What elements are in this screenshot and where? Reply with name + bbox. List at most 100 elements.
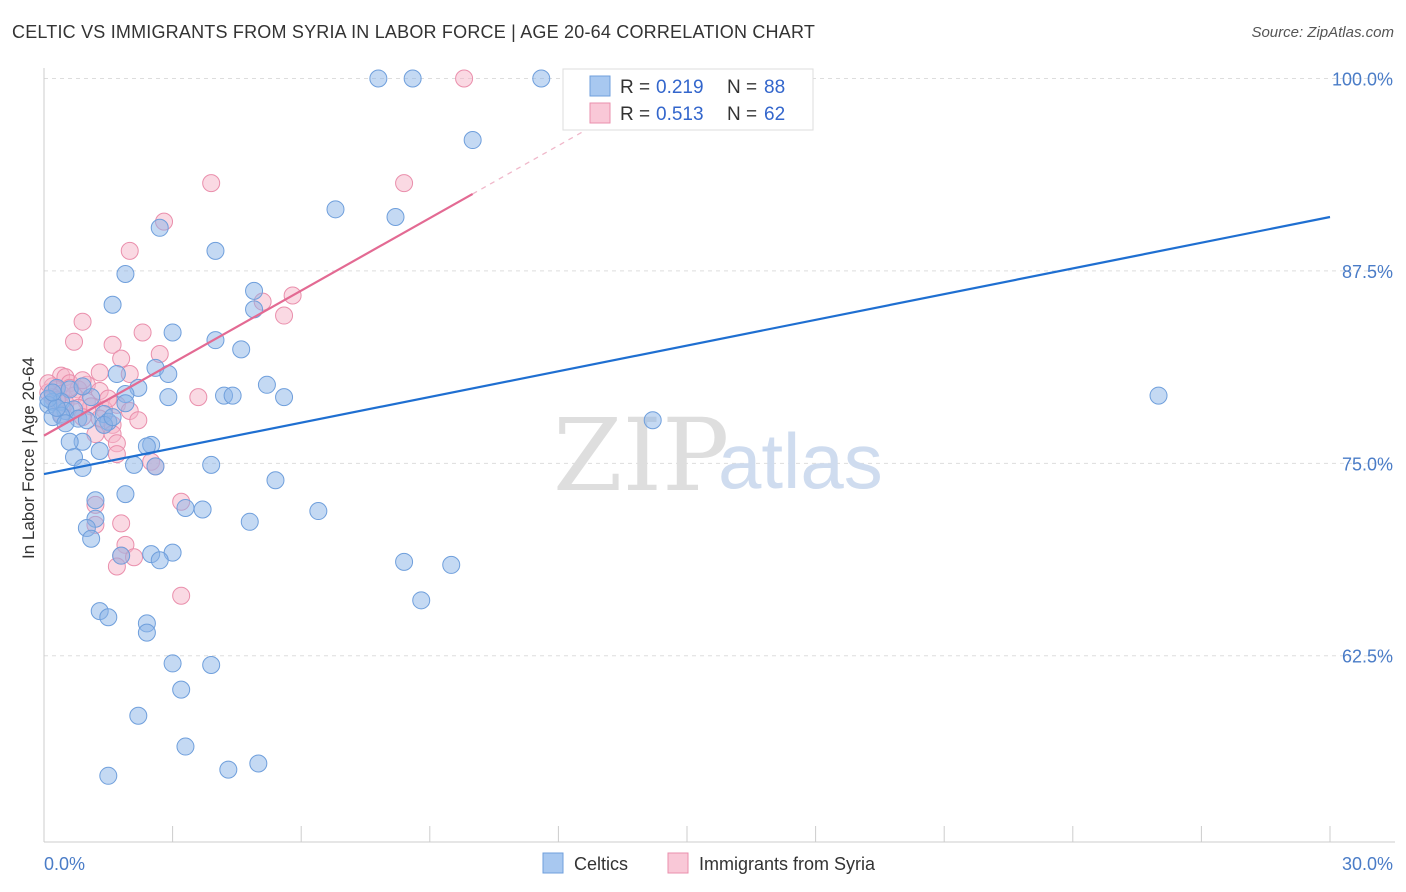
legend-n-label-celtics: N = [727,77,757,98]
celtics-point [60,432,79,451]
celtics-point [116,394,135,413]
celtics-point [176,498,195,517]
celtics-point [137,437,156,456]
syria-point [275,306,294,325]
legend-r-value-syria: 0.513 [656,104,704,125]
celtics-point [82,529,101,548]
y-tick-labels: 100.0% 87.5% 75.0% 62.5% [1332,69,1393,666]
celtics-points [39,69,1168,785]
legend-r-label-celtics: R = [620,77,650,98]
celtics-point [202,455,221,474]
celtics-point [163,323,182,342]
syria-point [189,388,208,407]
celtics-point [43,383,62,402]
celtics-point [266,471,285,490]
celtics-point [232,340,251,359]
celtics-point [137,623,156,642]
celtics-point [129,706,148,725]
celtics-point [90,442,109,460]
bottom-legend-swatch-syria [667,852,689,874]
celtics-point [442,555,461,574]
celtics-trend-line [43,215,1331,476]
syria-trend-line [43,192,474,437]
watermark-zip: ZIP [553,397,729,514]
syria-point [129,411,148,430]
legend-swatch-syria [589,102,611,124]
celtics-point [326,200,345,219]
celtics-point [159,388,178,407]
celtics-point [245,300,264,319]
celtics-point [150,218,169,237]
x-tick-label: 0.0% [44,854,85,874]
axes [43,68,1395,843]
celtics-point [249,754,268,773]
celtics-point [103,408,122,427]
legend-n-label-syria: N = [727,104,757,125]
celtics-point [73,377,92,396]
source-credit: Source: ZipAtlas.com [1251,24,1394,41]
celtics-point [219,760,238,779]
celtics-point [412,591,431,610]
syria-point [455,69,474,88]
celtics-point [369,69,388,88]
x-tick-labels: 0.0% 30.0% [44,854,1393,874]
celtics-point [176,737,195,756]
celtics-point [99,766,118,785]
grid-lines [44,77,1395,657]
celtics-point [206,241,225,260]
y-axis-title: In Labor Force | Age 20-64 [19,357,38,559]
celtics-point [257,375,276,394]
y-tick-label: 62.5% [1342,647,1393,667]
celtics-point [163,654,182,673]
syria-point [395,174,414,193]
celtics-point [172,680,191,699]
celtics-point [463,131,482,150]
legend-n-value-celtics: 88 [764,77,785,98]
celtics-point [103,295,122,314]
y-tick-label: 75.0% [1342,454,1393,474]
correlation-legend: R = 0.219 N = 88 R = 0.513 N = 62 [562,68,814,131]
bottom-legend-syria: Immigrants from Syria [699,854,876,874]
syria-point [120,241,139,260]
syria-point [65,332,84,351]
bottom-legend-celtics: Celtics [574,854,628,874]
syria-point [103,335,122,354]
celtics-point [112,546,131,565]
legend-r-value-celtics: 0.219 [656,77,704,98]
syria-point [172,586,191,605]
syria-point [73,312,92,331]
y-tick-label: 100.0% [1332,69,1393,89]
syria-point [112,349,131,368]
celtics-point [107,365,126,384]
celtics-point [386,208,405,227]
celtics-point [193,500,212,519]
celtics-point [116,485,135,504]
syria-point [133,323,152,342]
celtics-point [116,264,135,283]
celtics-point [395,552,414,571]
celtics-point [150,551,169,570]
legend-swatch-celtics [589,75,611,97]
y-tick-label: 87.5% [1342,262,1393,282]
celtics-point [146,457,165,476]
celtics-point [403,69,422,88]
watermark-atlas: atlas [718,417,883,505]
chart-title: CELTIC VS IMMIGRANTS FROM SYRIA IN LABOR… [12,22,816,42]
syria-point [202,174,221,193]
celtics-point [240,512,259,531]
celtics-point [532,69,551,88]
celtics-point [309,502,328,521]
syria-point [112,514,131,533]
celtics-point [223,386,242,405]
series-legend: Celtics Immigrants from Syria [542,852,876,874]
celtics-point [202,655,221,674]
celtics-point [275,388,294,407]
legend-n-value-syria: 62 [764,104,785,125]
celtics-point [125,455,144,474]
celtics-point [86,491,105,510]
legend-r-label-syria: R = [620,104,650,125]
x-tick-label: 30.0% [1342,854,1393,874]
bottom-legend-swatch-celtics [542,852,564,874]
celtics-point [643,411,662,430]
